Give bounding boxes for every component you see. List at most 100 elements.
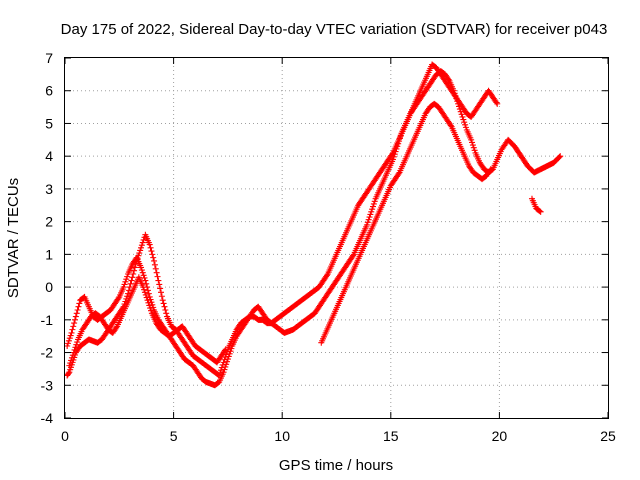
data-point [366,214,373,221]
x-axis-label: GPS time / hours [279,457,393,474]
data-point [128,277,135,284]
data-point [143,280,150,287]
data-point [486,167,493,174]
data-point [66,362,73,369]
data-point [70,323,77,330]
data-point [350,252,357,259]
data-point [161,303,168,310]
data-point [124,290,131,297]
data-point [228,345,235,352]
data-point [113,324,120,331]
data-point [487,166,494,173]
y-tick-label: -2 [41,345,54,361]
data-point [140,284,147,291]
data-point [469,142,476,149]
data-point [131,267,138,274]
series-track-a [64,68,564,379]
x-tick-label: 10 [274,428,290,444]
data-point [144,287,151,294]
data-point [447,122,454,129]
data-point [158,293,165,300]
data-point [142,277,149,284]
data-point [363,221,370,228]
x-tick-label: 25 [600,428,616,444]
data-point [368,208,375,215]
data-point [69,326,76,333]
data-point [151,261,158,268]
data-point [370,200,377,207]
data-point [65,370,72,377]
data-point [64,343,71,349]
data-point [223,361,230,368]
data-point [369,206,376,213]
data-point [145,299,152,306]
data-point [73,310,80,317]
data-point [469,139,476,146]
x-axis-tick-labels: 0 5 10 15 20 25 [61,428,616,444]
data-point [371,198,378,205]
data-point [146,293,153,300]
data-point [138,267,145,274]
data-point [72,344,79,351]
data-point [141,286,148,293]
y-tick-label: -3 [41,377,54,393]
y-tick-label: 5 [45,115,53,131]
data-point [217,369,224,376]
data-point [123,276,130,283]
data-point [220,369,227,376]
data-point [68,329,75,336]
data-point [536,208,543,215]
series-track-b [64,61,501,389]
y-tick-label: 2 [45,214,53,230]
data-point [131,264,138,271]
y-tick-label: 4 [45,148,53,164]
data-point [136,250,143,257]
data-point [163,310,170,317]
data-point [67,332,74,339]
data-point [155,277,162,284]
data-point [224,356,231,363]
data-point [141,289,148,296]
data-point [68,354,75,361]
data-point [151,257,158,264]
data-point [115,295,122,302]
plot-frame [64,57,609,419]
y-tick-label: 3 [45,181,53,197]
data-point [323,272,330,279]
data-point [71,320,78,327]
y-tick-label: 1 [45,246,53,262]
data-point [556,154,563,160]
data-point [146,241,153,248]
chart-title: Day 175 of 2022, Sidereal Day-to-day VTE… [61,21,608,38]
series-track-c [66,100,544,369]
axis-ticks [64,57,609,419]
data-point [69,352,76,359]
data-point [459,113,466,120]
data-point [74,339,81,346]
data-point [75,303,82,310]
data-point [127,280,134,287]
data-point [73,341,80,348]
data-point [147,305,154,312]
data-point [140,272,147,279]
y-tick-label: 0 [45,279,53,295]
data-point [145,290,152,297]
grid [65,58,608,418]
data-point [365,216,372,223]
data-point [139,239,146,246]
data-point [67,360,74,367]
data-point [224,358,231,365]
data-point [395,170,402,177]
data-point [65,340,72,347]
data-point [139,269,146,276]
data-point [140,236,147,243]
data-point [148,299,155,306]
data-point [149,251,156,258]
data-point [152,265,159,272]
data-point [71,316,78,323]
data-point [471,147,478,154]
data-point [458,111,465,118]
data-point [221,347,228,354]
data-point [146,302,153,309]
